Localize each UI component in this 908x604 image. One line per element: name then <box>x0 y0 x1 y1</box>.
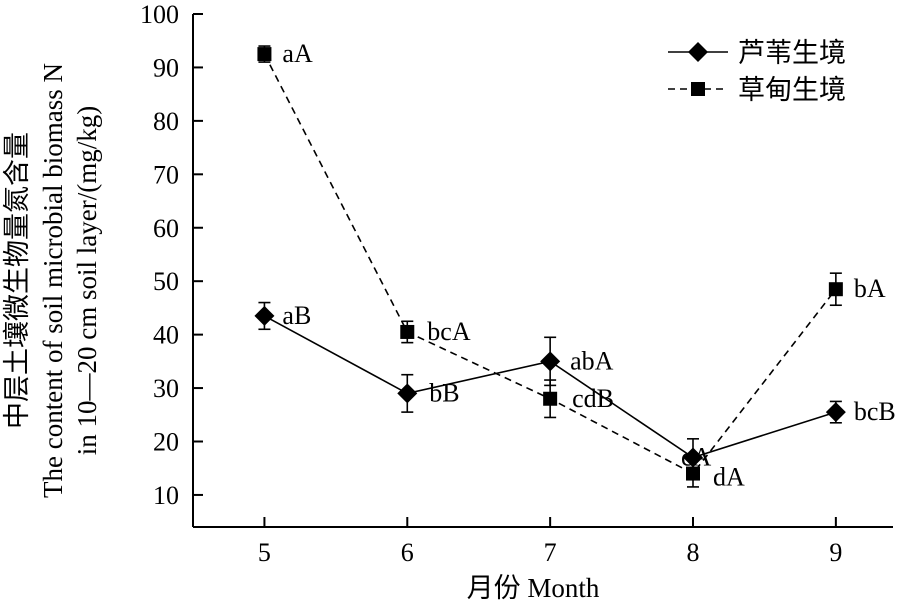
data-point <box>686 466 700 481</box>
data-point <box>254 305 275 326</box>
point-label: bA <box>854 274 886 303</box>
y-tick-label: 70 <box>153 160 179 189</box>
point-label: aB <box>282 301 311 330</box>
data-point <box>683 447 703 468</box>
data-point <box>540 351 561 372</box>
x-tick-label: 6 <box>401 538 414 567</box>
point-label: aA <box>282 39 313 68</box>
y-axis-title-line: The content of soil microbial biomass N <box>38 63 68 498</box>
point-label: dA <box>713 463 745 492</box>
data-point <box>400 324 415 339</box>
point-label: abA <box>570 346 614 375</box>
y-axis-title-line: in 10—20 cm soil layer/(mg/kg) <box>72 106 102 455</box>
x-axis-title: 月份 Month <box>467 573 600 603</box>
x-axis: 5 6 7 8 9 <box>258 517 842 567</box>
data-point <box>543 391 558 406</box>
x-tick-label: 9 <box>829 538 842 567</box>
y-tick-label: 30 <box>153 374 179 403</box>
y-tick-label: 20 <box>153 428 179 457</box>
data-point <box>397 383 418 404</box>
point-label: bcB <box>854 397 896 426</box>
x-tick-label: 7 <box>544 538 557 567</box>
x-tick-label: 5 <box>258 538 271 567</box>
y-axis-title-line: 中层土壤微生物量氮含量 <box>2 132 32 429</box>
y-tick-label: 10 <box>153 481 179 510</box>
series-2: aA bcA cdB dA bA <box>257 39 886 492</box>
y-tick-label: 100 <box>140 0 179 29</box>
x-tick-label: 8 <box>687 538 700 567</box>
y-tick-label: 60 <box>153 214 179 243</box>
legend-marker <box>691 82 705 96</box>
legend-label: 草甸生境 <box>738 75 846 105</box>
point-label: bcA <box>427 317 471 346</box>
y-tick-label: 90 <box>153 53 179 82</box>
y-axis: 10 20 30 40 50 60 70 80 90 100 <box>140 0 203 510</box>
data-point <box>825 402 846 423</box>
legend-label: 芦苇生境 <box>738 38 846 68</box>
point-label: cdB <box>572 384 614 413</box>
axis-titles: 月份 Month 中层土壤微生物量氮含量 The content of soil m… <box>2 63 600 603</box>
point-label: bB <box>429 378 459 407</box>
data-point <box>828 282 843 297</box>
y-tick-label: 50 <box>153 267 179 296</box>
y-tick-label: 80 <box>153 107 179 136</box>
data-point <box>257 47 272 62</box>
y-tick-label: 40 <box>153 321 179 350</box>
legend-marker <box>688 42 708 62</box>
